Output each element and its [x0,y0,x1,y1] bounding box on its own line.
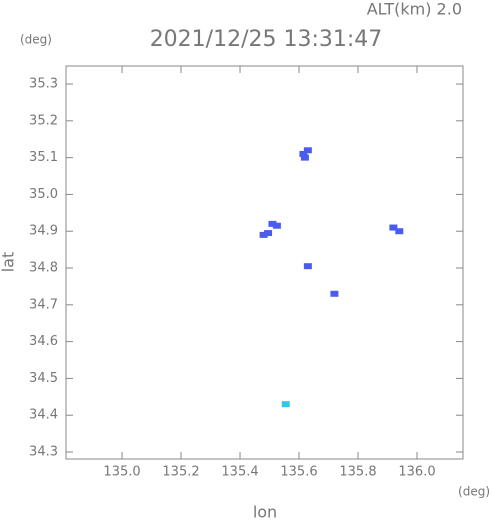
echo-point [264,230,273,237]
echo-point [389,224,398,231]
y-tick-label: 34.6 [29,334,58,349]
y-tick-label: 34.9 [29,224,58,239]
y-tick-label: 35.0 [29,187,58,202]
y-tick-label: 34.8 [29,261,58,276]
x-unit: (deg) [458,485,490,499]
x-axis-label: lon [253,503,277,521]
y-tick-label: 34.3 [29,445,58,460]
chart-title: 2021/12/25 13:31:47 [150,27,383,52]
y-tick-label: 34.7 [29,297,58,312]
echo-point [259,231,268,238]
x-tick-label: 135.2 [162,465,199,480]
x-tick-label: 135.8 [339,465,376,480]
echo-point [330,290,339,297]
echo-point [281,401,290,408]
y-tick-label: 34.4 [29,408,58,423]
x-tick-label: 136.0 [398,465,435,480]
echo-point [303,263,312,270]
echo-point [299,150,308,157]
x-tick-label: 135.4 [221,465,258,480]
y-tick-label: 35.3 [29,77,58,92]
echo-point [300,154,309,161]
annotation: ALT(km) 2.0 [367,0,462,19]
y-tick-label: 35.1 [29,150,58,165]
x-tick-label: 135.0 [103,465,140,480]
echo-point [272,222,281,229]
y-tick-label: 35.2 [29,113,58,128]
echo-point [303,147,312,154]
y-axis-label: lat [0,252,18,273]
y-unit: (deg) [20,33,52,47]
echo-point [395,228,404,235]
plot-frame [65,65,464,460]
x-tick-label: 135.6 [280,465,317,480]
echo-point [268,220,277,227]
y-tick-label: 34.5 [29,371,58,386]
